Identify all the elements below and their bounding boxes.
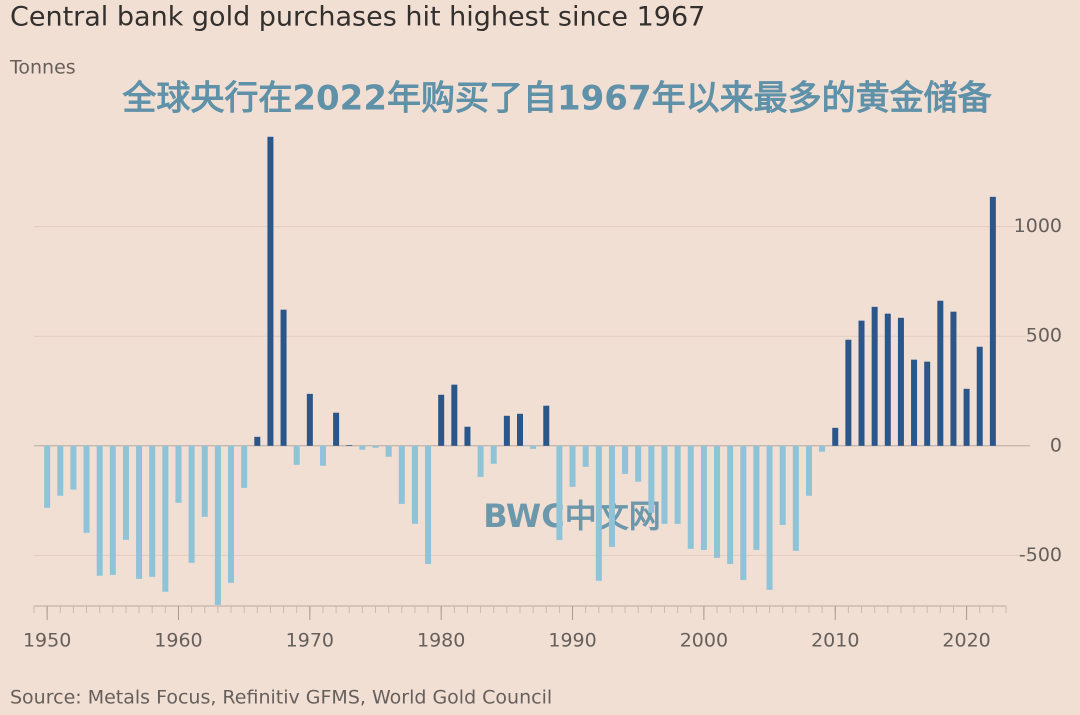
bar xyxy=(293,445,300,465)
bar xyxy=(556,445,563,541)
bar xyxy=(149,445,156,577)
bar xyxy=(792,445,799,551)
bar xyxy=(254,436,261,446)
bar xyxy=(753,445,760,550)
bar xyxy=(648,445,655,513)
bar xyxy=(359,445,366,450)
watermark: BWC中文网 xyxy=(483,497,660,535)
bar xyxy=(201,445,208,517)
x-tick-label: 1970 xyxy=(286,630,334,652)
bar xyxy=(582,445,589,467)
y-tick-label: 1000 xyxy=(1014,215,1062,237)
bar xyxy=(83,445,90,533)
bar xyxy=(96,445,103,576)
bar xyxy=(451,384,458,446)
bar xyxy=(976,346,983,446)
y-tick-label: 500 xyxy=(1026,325,1062,347)
bar xyxy=(937,300,944,446)
bar xyxy=(779,445,786,525)
bar xyxy=(438,394,445,446)
bar xyxy=(333,412,340,446)
bar xyxy=(372,445,379,448)
x-tick-label: 2020 xyxy=(942,630,990,652)
bar xyxy=(503,415,510,446)
bar xyxy=(319,445,326,466)
y-tick-label: 0 xyxy=(1050,434,1062,456)
bar xyxy=(700,445,707,550)
x-tick-label: 1960 xyxy=(154,630,202,652)
bar xyxy=(635,445,642,482)
bar xyxy=(136,445,143,579)
bar xyxy=(897,317,904,446)
y-axis-label: Tonnes xyxy=(9,57,76,79)
bar xyxy=(924,361,931,446)
bar xyxy=(832,427,839,446)
x-tick-label: 2000 xyxy=(680,630,728,652)
chinese-headline: 全球央行在2022年购买了自1967年以来最多的黄金储备 xyxy=(121,79,992,119)
x-tick-label: 1990 xyxy=(548,630,596,652)
x-tick-label: 1950 xyxy=(23,630,71,652)
bar xyxy=(989,196,996,446)
bar xyxy=(490,445,497,464)
bar xyxy=(477,445,484,477)
bar xyxy=(517,413,523,446)
bar xyxy=(543,405,550,446)
bar xyxy=(727,445,734,564)
bar xyxy=(845,339,852,446)
chart-title: Central bank gold purchases hit highest … xyxy=(10,2,705,33)
bar xyxy=(530,445,537,449)
bar xyxy=(819,445,826,452)
bar xyxy=(425,445,432,564)
bar xyxy=(950,311,957,446)
bar xyxy=(661,445,668,524)
bar xyxy=(346,445,353,446)
bar xyxy=(884,313,891,446)
bar xyxy=(411,445,418,524)
bar xyxy=(858,320,865,446)
bar xyxy=(306,393,313,446)
bar xyxy=(280,309,287,446)
bar xyxy=(175,445,182,503)
bar xyxy=(622,445,629,474)
bar xyxy=(398,445,405,504)
bar xyxy=(608,445,615,547)
bar xyxy=(464,426,471,446)
bar xyxy=(766,445,773,590)
bar xyxy=(188,445,195,563)
x-tick-label: 1980 xyxy=(417,630,465,652)
bar xyxy=(714,445,721,558)
bar xyxy=(70,445,77,490)
x-tick-label: 2010 xyxy=(811,630,859,652)
bar xyxy=(687,445,694,549)
bar xyxy=(595,445,602,581)
bar xyxy=(674,445,681,524)
bar xyxy=(963,388,970,446)
source: Source: Metals Focus, Refinitiv GFMS, Wo… xyxy=(10,687,552,709)
bar xyxy=(162,445,169,592)
bar xyxy=(57,445,64,496)
bar xyxy=(241,445,248,488)
bar xyxy=(267,136,274,446)
bar xyxy=(569,445,576,487)
bar xyxy=(44,445,51,508)
bar xyxy=(385,445,392,457)
bar xyxy=(911,359,918,446)
bar xyxy=(228,445,235,583)
bar xyxy=(740,445,747,580)
bar xyxy=(122,445,129,540)
bar xyxy=(214,445,221,605)
bar xyxy=(805,445,812,496)
y-tick-label: -500 xyxy=(1019,544,1062,566)
bar xyxy=(871,306,878,446)
bar xyxy=(109,445,116,575)
